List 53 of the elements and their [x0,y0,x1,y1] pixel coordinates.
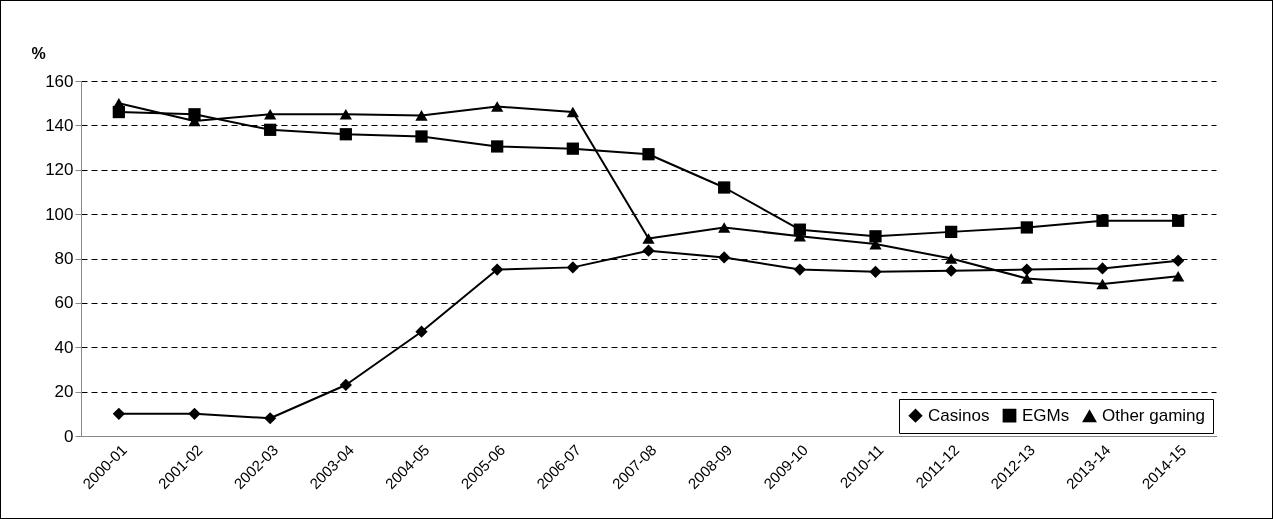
y-tick-label: 20 [54,382,74,402]
point [1172,270,1185,282]
y-tick-label: 40 [54,337,74,357]
point [1020,263,1033,276]
point [491,101,504,112]
y-tick-label: 160 [45,71,74,91]
point [566,261,579,274]
point [1096,262,1109,275]
point [1096,278,1109,290]
point [642,148,655,161]
point [188,407,201,420]
legend-label: Casinos [928,405,990,425]
point [339,108,352,120]
point [642,233,655,244]
y-tick-label: 0 [64,426,74,446]
point [1172,254,1185,267]
point [264,412,277,425]
point [491,140,504,153]
point [1020,221,1033,234]
point [945,225,958,238]
point [112,407,125,420]
point [1172,214,1185,227]
point [869,230,882,243]
point [264,108,277,120]
y-tick-label: 80 [54,249,74,268]
point [1096,214,1109,227]
legend-label: EGMs [1022,405,1070,425]
point [1020,273,1033,284]
point [945,253,958,264]
point [642,244,655,257]
point [415,110,428,121]
point [793,263,806,276]
y-tick-label: 140 [45,115,74,135]
point [264,123,277,136]
point [112,97,125,109]
y-axis-title: % [31,44,46,62]
point [339,378,352,392]
point [415,325,428,338]
point [188,108,201,121]
point [339,128,352,141]
y-tick-label: 60 [54,293,74,313]
point [718,251,731,264]
point [491,263,504,276]
point [718,222,731,233]
point [566,106,579,118]
point [415,130,428,143]
y-tick-label: 120 [45,160,74,180]
point [869,265,882,278]
point [718,181,731,194]
legend-label: Other gaming [1102,406,1205,426]
point [945,264,958,277]
y-tick-label: 100 [45,204,74,224]
point [566,142,579,155]
